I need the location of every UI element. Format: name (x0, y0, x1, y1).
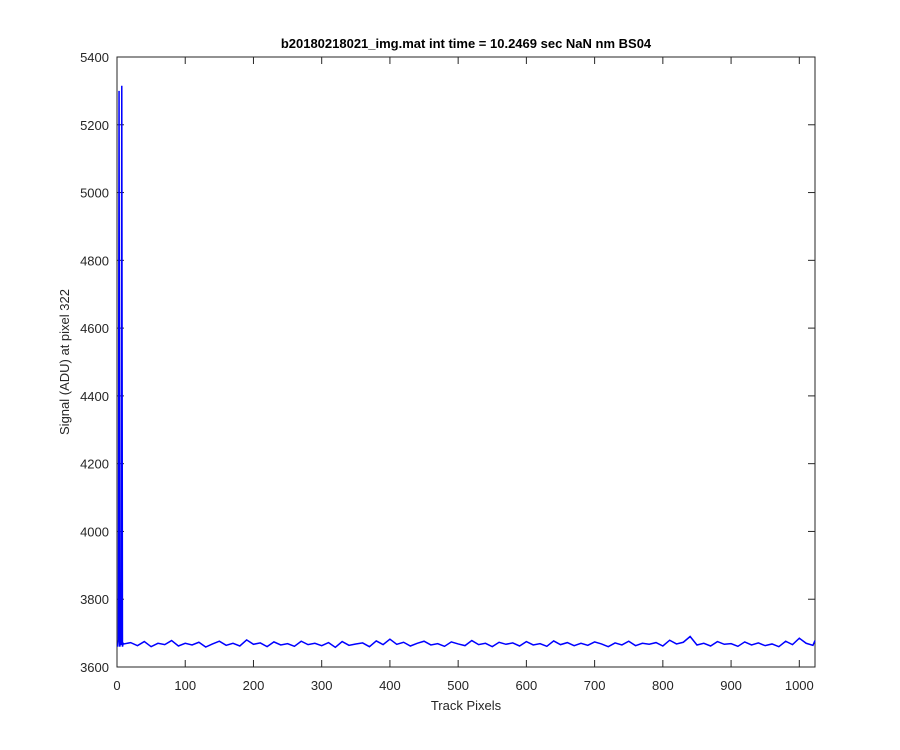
y-tick-label: 4000 (80, 524, 109, 539)
plot-box (116, 56, 816, 668)
x-tick-label: 500 (447, 678, 469, 693)
x-tick-label: 0 (113, 678, 120, 693)
y-tick-label: 4400 (80, 389, 109, 404)
x-tick-label: 100 (174, 678, 196, 693)
y-tick-label: 5000 (80, 186, 109, 201)
x-axis-label: Track Pixels (431, 698, 502, 713)
x-tick-label: 600 (516, 678, 538, 693)
x-tick-label: 700 (584, 678, 606, 693)
chart-title: b20180218021_img.mat int time = 10.2469 … (281, 36, 652, 51)
x-tick-label: 400 (379, 678, 401, 693)
x-tick-label: 300 (311, 678, 333, 693)
x-tick-label: 200 (243, 678, 265, 693)
x-tick-label: 900 (720, 678, 742, 693)
y-tick-label: 5200 (80, 118, 109, 133)
y-tick-label: 4600 (80, 321, 109, 336)
y-tick-label: 5400 (80, 50, 109, 65)
y-tick-label: 4800 (80, 253, 109, 268)
x-tick-label: 800 (652, 678, 674, 693)
y-tick-label: 3800 (80, 592, 109, 607)
x-tick-label: 1000 (785, 678, 814, 693)
y-tick-label: 3600 (80, 660, 109, 675)
y-axis-label: Signal (ADU) at pixel 322 (57, 289, 72, 435)
y-tick-label: 4200 (80, 457, 109, 472)
data-line (116, 85, 816, 649)
